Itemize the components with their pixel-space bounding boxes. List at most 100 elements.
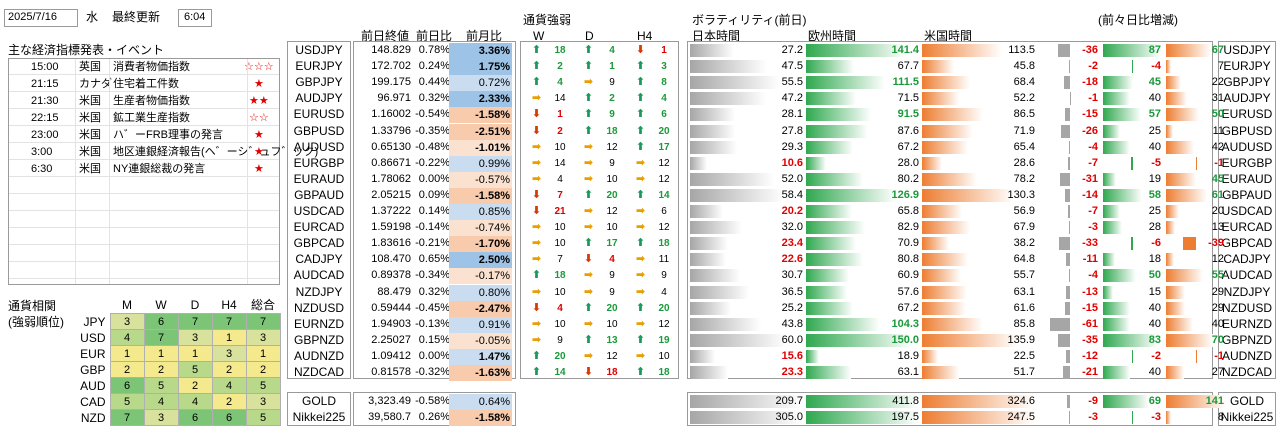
strength-w-icon: ⬇ — [531, 205, 542, 217]
vol-bar — [922, 269, 962, 282]
pair-name-right: EURAUD — [1221, 172, 1273, 186]
extra-name-right: Nikkei225 — [1220, 410, 1274, 424]
col-d: D — [585, 29, 594, 43]
diff-bar — [1166, 44, 1211, 57]
vol-value: 63.1 — [1013, 286, 1035, 298]
corr-cell: 6 — [143, 313, 179, 330]
strength-d-value: 12 — [606, 206, 618, 217]
prev-close: 199.175 — [371, 76, 411, 88]
prev-close: 0.59444 — [371, 302, 411, 314]
corr-cell: 2 — [245, 361, 281, 378]
month-change: 0.85% — [449, 204, 512, 220]
strength-h4-icon: ➡ — [635, 253, 646, 265]
strength-w-value: 10 — [554, 287, 566, 298]
vol-bar — [806, 286, 847, 299]
diff-bar — [1069, 60, 1070, 73]
event-time: 3:00 — [31, 146, 53, 158]
diff-value: -2 — [1088, 60, 1098, 72]
event-row — [9, 246, 279, 262]
day-change: -0.45% — [415, 302, 450, 314]
event-row: 22:15 米国 鉱工業生産指数 ☆☆ — [9, 110, 279, 126]
vol-value: 29.3 — [781, 141, 803, 153]
diff-value: 27 — [1211, 366, 1224, 378]
correlation-table-wrap: M W D H4 総合 JPY 3 6 7 7 7 USD 4 7 3 1 3 EUR 1 1 1 3 1 GBP 2 2 5 2 2 A… — [80, 296, 281, 426]
diff-value: 29 — [1211, 302, 1224, 314]
event-name: NY連銀総裁の発言 — [113, 163, 206, 175]
prev-close: 0.89378 — [371, 269, 411, 281]
col-volatility: ボラティリティ(前日) — [692, 13, 807, 27]
diff-bar — [1166, 125, 1174, 138]
vol-bar — [922, 205, 963, 218]
diff-bar — [1166, 108, 1200, 121]
strength-w-value: 7 — [557, 190, 563, 201]
pair-name: EURNZD — [294, 317, 344, 331]
corr-cell: 2 — [109, 361, 145, 378]
corr-currency: EUR — [80, 346, 106, 361]
corr-col-header: W — [155, 297, 167, 312]
corr-col-header: M — [122, 297, 132, 312]
strength-d-icon: ➡ — [583, 141, 594, 153]
corr-col-header: 総合 — [250, 298, 275, 312]
strength-h4-value: 19 — [658, 335, 670, 346]
event-time: 6:30 — [31, 163, 53, 175]
diff-bar — [1166, 334, 1213, 347]
strength-h4-value: 4 — [661, 93, 667, 104]
diff-bar — [1103, 108, 1141, 121]
diff-value: -3 — [1151, 411, 1161, 423]
vol-value: 57.6 — [897, 286, 919, 298]
pair-col-right-box — [1218, 41, 1276, 379]
strength-w-icon: ⬆ — [531, 366, 542, 378]
month-change: 0.99% — [449, 156, 512, 172]
diff-value: -61 — [1082, 318, 1098, 330]
strength-d-icon: ➡ — [583, 318, 594, 330]
corr-cell: 6 — [211, 409, 247, 426]
diff-value: -14 — [1082, 189, 1098, 201]
vol-value: 78.2 — [1013, 173, 1035, 185]
diff-bar — [1131, 60, 1133, 73]
extra-price-box — [353, 392, 516, 426]
diff-bar — [1049, 318, 1070, 331]
strength-h4-icon: ⬆ — [635, 108, 646, 120]
month-change: -1.01% — [449, 140, 512, 156]
vol-bar — [690, 205, 723, 218]
vol-bar — [922, 189, 1015, 202]
prev-close: 1.16002 — [371, 108, 411, 120]
extra-name: GOLD — [301, 394, 336, 408]
vol-value: 30.7 — [781, 269, 803, 281]
vol-bar — [690, 157, 708, 170]
pair-name: GBPJPY — [295, 75, 343, 89]
event-row — [9, 212, 279, 228]
corr-cell: 5 — [177, 361, 213, 378]
corr-cell: 5 — [143, 377, 179, 394]
diff-value: 70 — [1211, 334, 1224, 346]
vol-bar — [806, 60, 854, 73]
extra-name: Nikkei225 — [292, 410, 346, 424]
pair-name: AUDUSD — [293, 140, 345, 154]
strength-w-icon: ⬆ — [531, 60, 542, 72]
strength-d-value: 9 — [609, 77, 615, 88]
diff-bar — [1063, 366, 1070, 379]
diff-bar — [1064, 76, 1070, 89]
event-row — [9, 263, 279, 279]
extra-pair-right-box — [1218, 392, 1276, 426]
day-change: 0.24% — [418, 60, 450, 72]
strength-d-value: 13 — [606, 335, 618, 346]
strength-h4-icon: ⬆ — [635, 189, 646, 201]
diff-value: 40 — [1148, 141, 1161, 153]
vol-value: 82.9 — [897, 221, 919, 233]
pair-name-right: AUDUSD — [1221, 140, 1273, 154]
day-change: 0.09% — [418, 189, 450, 201]
day-change: -0.48% — [415, 141, 450, 153]
day-change: -0.54% — [415, 108, 450, 120]
pair-name-right: AUDNZD — [1222, 349, 1272, 363]
vol-value: 22.5 — [1013, 350, 1035, 362]
strength-d-value: 9 — [609, 287, 615, 298]
extra-name-right: GOLD — [1229, 394, 1264, 408]
vol-bar — [690, 302, 731, 315]
diff-bar — [1103, 173, 1116, 186]
diff-bar — [1166, 205, 1180, 218]
vol-bar — [806, 221, 865, 234]
vol-value: 10.6 — [781, 157, 803, 169]
diff-value: -7 — [1088, 205, 1098, 217]
month-change: -1.58% — [449, 107, 512, 123]
